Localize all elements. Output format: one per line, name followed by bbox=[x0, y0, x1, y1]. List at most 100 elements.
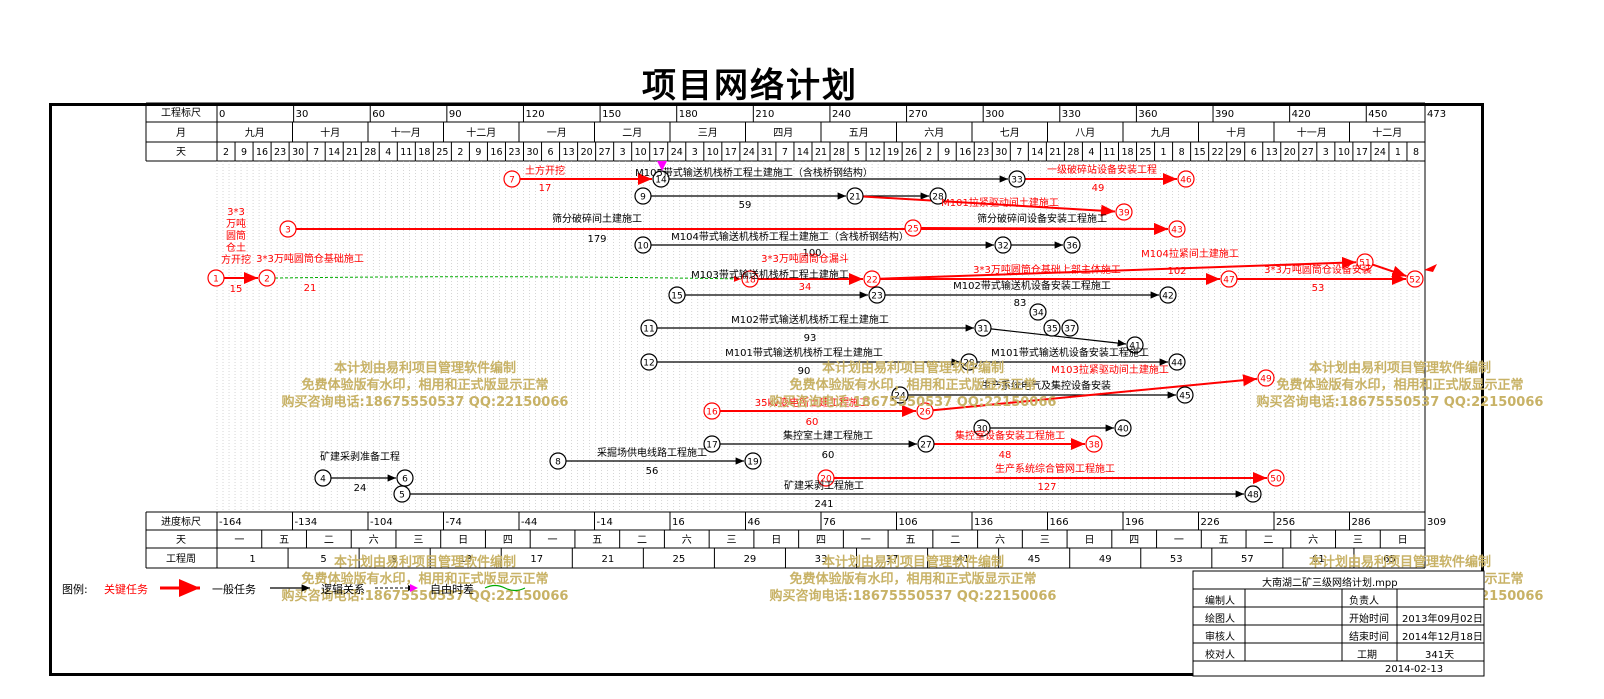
day-label: 4 bbox=[1088, 147, 1094, 158]
day-label: 27 bbox=[599, 147, 611, 158]
node-circle bbox=[640, 353, 658, 371]
scale-tick-label: 120 bbox=[525, 109, 544, 120]
float-arrow bbox=[274, 275, 742, 282]
critical-task-arrow bbox=[920, 222, 1169, 235]
weekday-label: 一 bbox=[861, 535, 871, 546]
node-circle bbox=[396, 469, 414, 487]
month-label: 十月 bbox=[1226, 126, 1246, 139]
task-duration: 90 bbox=[798, 366, 811, 377]
progress-tick-label: 309 bbox=[1427, 517, 1446, 528]
node-circle bbox=[207, 269, 225, 287]
weekday-label: 二 bbox=[324, 535, 334, 546]
weekday-label: 三 bbox=[1040, 535, 1050, 546]
scale-tick-label: 90 bbox=[449, 109, 462, 120]
task-label: 生产系统电气及集控设备安装 bbox=[981, 379, 1111, 392]
node-label: 40 bbox=[1117, 425, 1129, 435]
progress-tick-label: -14 bbox=[597, 517, 613, 528]
node-label: 27 bbox=[920, 441, 931, 451]
task-label: 3*3万吨圆筒仓设备安装 bbox=[1264, 263, 1372, 276]
task-duration: 102 bbox=[1167, 266, 1186, 277]
legend-prefix: 图例: bbox=[62, 583, 88, 596]
scale-tick-label: 210 bbox=[755, 109, 774, 120]
day-label: 28 bbox=[364, 147, 376, 158]
day-label: 23 bbox=[508, 147, 520, 158]
day-label: 2 bbox=[926, 147, 932, 158]
milestone-marker-icon bbox=[657, 161, 667, 171]
node-circle bbox=[640, 319, 658, 337]
info-end-label: 结束时间 bbox=[1349, 632, 1389, 643]
day-label: 18 bbox=[418, 147, 430, 158]
progress-tick-label: 256 bbox=[1276, 517, 1295, 528]
task-duration: 15 bbox=[230, 284, 243, 295]
task-label: 35kv变电所土建工程施工 bbox=[755, 396, 869, 409]
task-label: M101带式输送机设备安装工程施工 bbox=[991, 346, 1149, 359]
day-label: 2 bbox=[457, 147, 463, 158]
weekday-label: 五 bbox=[592, 535, 602, 546]
progress-tick-label: -104 bbox=[370, 517, 393, 528]
week-label: 33 bbox=[815, 554, 828, 565]
network-frame bbox=[49, 103, 1484, 676]
node-circle bbox=[1159, 286, 1177, 304]
day-label: 7 bbox=[1016, 147, 1022, 158]
month-label: 四月 bbox=[773, 127, 793, 139]
task-label: M102带式输送机设备安装工程施工 bbox=[953, 279, 1111, 292]
task-label: 集控室设备安装工程施工 bbox=[955, 429, 1065, 442]
node-circle bbox=[1115, 203, 1133, 221]
watermark-line: 免费体验版有水印，相用和正式版显示正常 bbox=[789, 377, 1036, 393]
node-label: 21 bbox=[849, 193, 860, 203]
task-label: 生产系统综合管网工程施工 bbox=[995, 462, 1115, 475]
info-print-date: 2014-02-13 bbox=[1385, 664, 1444, 675]
day-label: 4 bbox=[385, 147, 391, 158]
week-label: 29 bbox=[744, 554, 757, 565]
node-circle bbox=[1176, 386, 1194, 404]
node-circle bbox=[503, 170, 521, 188]
node-circle bbox=[1220, 270, 1238, 288]
month-label: 七月 bbox=[1000, 127, 1020, 139]
task-label: 3*3 bbox=[227, 207, 245, 218]
task-duration: 93 bbox=[804, 333, 817, 344]
node-label: 1 bbox=[213, 275, 219, 285]
week-label: 49 bbox=[1099, 554, 1112, 565]
critical-task-arrow bbox=[1372, 263, 1407, 278]
progress-tick-label: -134 bbox=[295, 517, 318, 528]
watermark-line: 本计划由易利项目管理软件编制 bbox=[334, 554, 516, 570]
node-circle bbox=[703, 402, 721, 420]
watermark-line: 免费体验版有水印，相用和正式版显示正常 bbox=[301, 571, 548, 587]
scale-tick-label: 390 bbox=[1215, 109, 1234, 120]
weekday-label: 六 bbox=[995, 534, 1005, 546]
task-label: 仓土 bbox=[226, 241, 246, 254]
day-label: 28 bbox=[833, 147, 845, 158]
node-circle bbox=[668, 286, 686, 304]
task-label: 采掘场供电线路工程施工 bbox=[597, 446, 707, 459]
node-circle bbox=[703, 435, 721, 453]
node-label: 17 bbox=[706, 441, 717, 451]
week-label: 25 bbox=[673, 554, 686, 565]
node-label: 9 bbox=[640, 193, 646, 203]
node-circle bbox=[1356, 253, 1374, 271]
task-label: 3*3万吨圆筒仓基础施工 bbox=[256, 252, 364, 265]
task-duration: 127 bbox=[1037, 482, 1056, 493]
weekday-label: 五 bbox=[279, 535, 289, 546]
day-label: 1 bbox=[1161, 147, 1167, 158]
node-label: 5 bbox=[399, 491, 405, 501]
node-label: 50 bbox=[1270, 475, 1282, 485]
day-label: 18 bbox=[1121, 147, 1133, 158]
node-circle bbox=[1085, 435, 1103, 453]
day-label: 9 bbox=[475, 147, 481, 158]
node-label: 31 bbox=[977, 325, 988, 335]
footer-weekday-label: 天 bbox=[176, 535, 186, 546]
scale-tick-label: 300 bbox=[985, 109, 1004, 120]
node-circle bbox=[1008, 170, 1026, 188]
week-label: 53 bbox=[1170, 554, 1183, 565]
node-label: 23 bbox=[871, 292, 882, 302]
weekday-label: 三 bbox=[727, 535, 737, 546]
node-label: 42 bbox=[1162, 292, 1173, 302]
day-label: 21 bbox=[815, 147, 827, 158]
header-month-label: 月 bbox=[176, 127, 186, 139]
scale-tick-label: 330 bbox=[1062, 109, 1081, 120]
week-label: 61 bbox=[1312, 554, 1325, 565]
day-label: 24 bbox=[1374, 147, 1386, 158]
week-label: 9 bbox=[391, 554, 397, 565]
node-label: 16 bbox=[706, 408, 718, 418]
node-label: 52 bbox=[1409, 276, 1420, 286]
